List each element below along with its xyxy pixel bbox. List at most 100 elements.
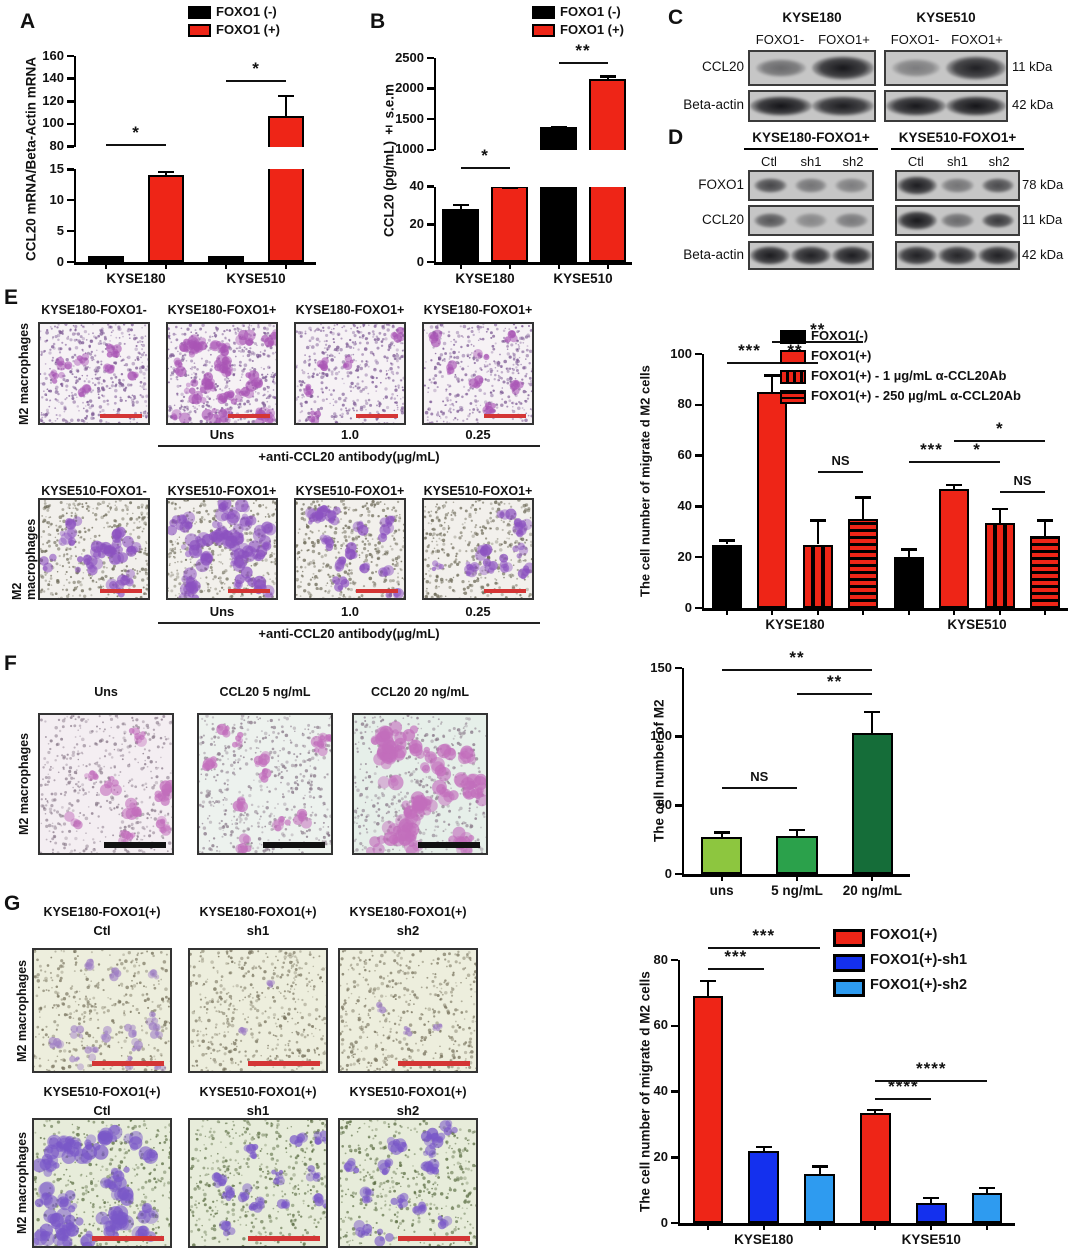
antibody-axis-text: +anti-CCL20 antibody(µg/mL) [258, 449, 440, 464]
micro-sublabel: 1.0 [340, 604, 360, 619]
legend-label: FOXO1 (-) [216, 4, 277, 19]
legend-swatch [833, 979, 865, 997]
micro-title: KYSE180-FOXO1(+) [199, 905, 317, 919]
bar [442, 209, 479, 262]
legend-swatch [532, 6, 555, 19]
y-tick-label: 80 [677, 396, 692, 412]
micro-row-side-label: M2 macrophages [15, 959, 29, 1062]
y-axis-tick [427, 56, 434, 60]
sig-line [954, 460, 1000, 463]
sig-label: NS [1013, 473, 1032, 489]
error-bar-cap [599, 75, 616, 78]
blot-band [941, 212, 974, 229]
axis-break-band [71, 146, 316, 170]
x-category-label: KYSE180 [765, 617, 825, 632]
scale-bar [248, 1061, 320, 1066]
x-axis-bar-tick [762, 1225, 765, 1230]
y-tick-label: 0 [684, 599, 692, 615]
legend-swatch [780, 330, 806, 344]
blot-kda-label: 42 kDa [1012, 97, 1054, 112]
y-axis-tick [67, 260, 74, 264]
blot-kda-label: 11 kDa [1012, 59, 1053, 74]
sig-label: * [995, 419, 1004, 439]
bar [208, 255, 244, 262]
y-axis-tick [675, 872, 682, 876]
panel-label-d: D [668, 126, 684, 149]
x-axis-bar-tick [907, 610, 910, 615]
x-axis-bar-tick [818, 1225, 821, 1230]
blot-lane-label: FOXO1+ [818, 32, 870, 47]
blot-lane-label: sh2 [988, 154, 1010, 169]
y-axis-tick [427, 185, 434, 188]
blot-band [897, 210, 938, 231]
micrograph-image [38, 498, 150, 600]
y-axis-tick [695, 403, 702, 407]
micro-title: KYSE510-FOXO1(+) [199, 1085, 317, 1099]
y-tick-label: 2000 [395, 80, 424, 96]
sig-line [999, 491, 1046, 494]
sig-label: * [973, 439, 981, 459]
micrograph-image [294, 498, 406, 600]
panel-c-western-blot: KYSE180 FOXO1- FOXO1+ KYSE510 FOXO1- FOXO1+ CC… [660, 2, 1080, 124]
y-tick-label: 20 [677, 548, 692, 564]
scale-bar [263, 842, 325, 848]
micro-row-side-label: M2 macrophages [17, 322, 31, 425]
micro-title: CCL20 5 ng/mL [219, 685, 311, 699]
x-axis-bar-tick [862, 610, 865, 615]
micrograph-image [38, 713, 174, 855]
blot-band [835, 177, 868, 194]
blot-lane-label: sh1 [800, 154, 822, 169]
y-tick-label: 50 [657, 796, 672, 812]
bar [893, 557, 924, 608]
error-bar-cap [979, 1186, 996, 1190]
blot-membrane [748, 170, 874, 201]
sig-line [106, 144, 166, 147]
legend-swatch [188, 6, 211, 19]
blot-band [946, 56, 1006, 80]
blot-band [756, 59, 806, 77]
blot-protein-label: FOXO1 [698, 176, 744, 192]
blot-band [937, 246, 978, 265]
y-axis-tick [675, 804, 682, 807]
y-axis-tick [671, 1024, 678, 1027]
scale-bar [92, 1061, 164, 1066]
antibody-axis-text: +anti-CCL20 antibody(µg/mL) [258, 626, 440, 641]
bar [711, 544, 742, 608]
x-axis-bar-tick [1044, 610, 1047, 615]
x-axis-line [681, 874, 910, 877]
legend-label: FOXO1(+) - 1 µg/mL α-CCL20Ab [811, 368, 1007, 383]
legend-swatch [780, 350, 806, 364]
y-axis-tick [675, 735, 682, 738]
legend-label: FOXO1(+)-sh1 [870, 952, 968, 968]
y-axis-tick [695, 454, 702, 457]
x-axis-bar-tick [459, 264, 462, 269]
x-axis-line [677, 1223, 1015, 1226]
micro-title: KYSE180-FOXO1+ [295, 303, 405, 317]
y-tick-label: 5 [56, 222, 64, 238]
y-axis-tick [427, 223, 434, 226]
blot-band [831, 246, 872, 265]
x-axis-bar-tick [725, 610, 728, 615]
y-tick-label: 1500 [395, 110, 424, 126]
sig-line [908, 460, 955, 463]
legend-swatch [780, 390, 806, 404]
sig-label: *** [724, 947, 748, 967]
sig-line [726, 361, 773, 364]
y-tick-label: 0 [416, 253, 424, 269]
scale-bar [418, 842, 480, 848]
error-bar [459, 203, 462, 210]
x-axis-bar-tick [871, 876, 874, 881]
blot-group-title: KYSE510 [916, 10, 976, 25]
x-axis-bar-tick [606, 264, 609, 269]
legend-label: FOXO1(+) [811, 348, 872, 363]
blot-lane-label: sh2 [842, 154, 864, 169]
antibody-bracket-line [158, 622, 540, 624]
y-tick-label: 15 [49, 160, 64, 176]
sig-label: NS [750, 769, 769, 785]
legend-label: FOXO1 (+) [216, 22, 280, 37]
error-bar-cap [452, 203, 469, 206]
x-axis-bar-tick [953, 610, 956, 615]
error-bar [871, 710, 874, 733]
micro-row-side-label: M2 macrophages [10, 518, 38, 600]
y-tick-label: 0 [660, 1214, 668, 1230]
